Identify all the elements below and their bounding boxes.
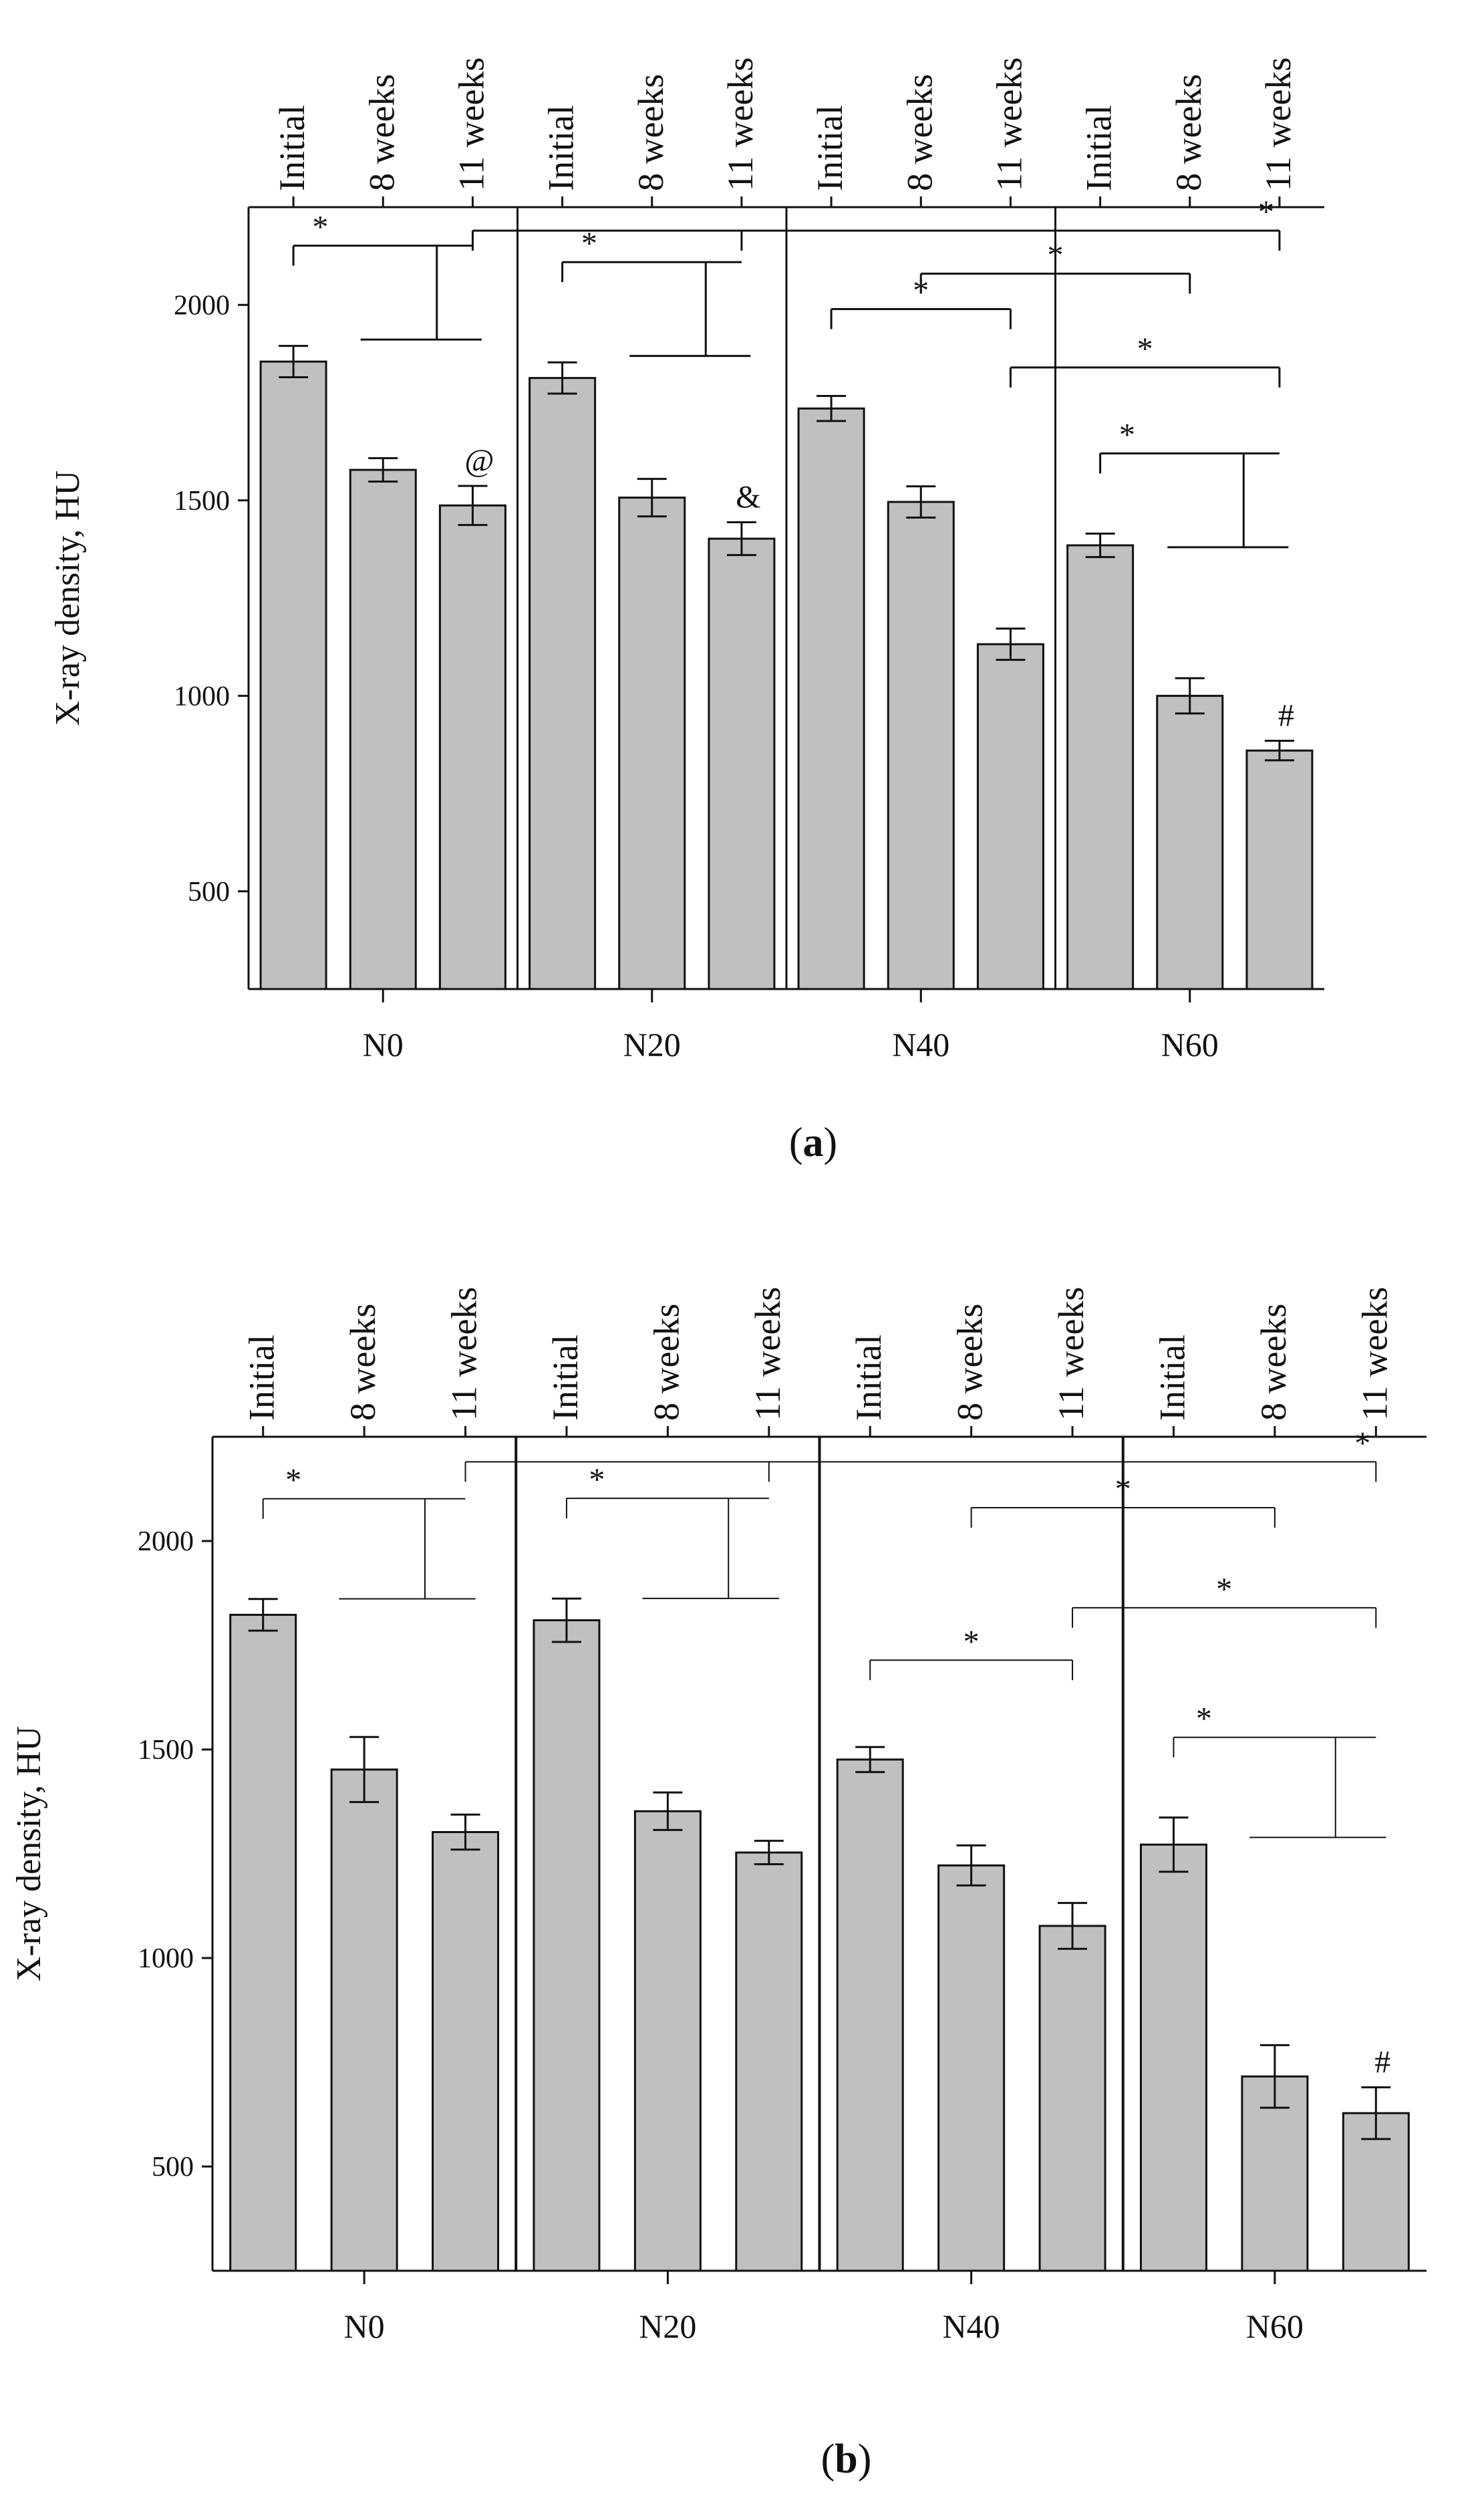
significance-star: * <box>1048 237 1064 273</box>
time-label: 8 weeks <box>646 1304 686 1421</box>
bar <box>1241 2075 1309 2272</box>
panel-label-paren: ) <box>858 2436 872 2482</box>
bar <box>229 1613 297 2272</box>
significance-star: * <box>1115 1472 1131 1507</box>
bar <box>432 1831 500 2272</box>
x-group-label-n60: N60 <box>1246 2308 1304 2345</box>
significance-star: * <box>1196 1701 1212 1737</box>
time-label: 11 weeks <box>720 57 760 191</box>
bar <box>1038 1925 1106 2272</box>
bar <box>633 1810 702 2272</box>
y-tick-label: 2000 <box>138 1526 194 1557</box>
significance-star: * <box>1216 1572 1232 1607</box>
bar <box>1139 1843 1207 2272</box>
time-label: 8 weeks <box>343 1304 383 1421</box>
x-group-label-n60: N60 <box>1161 1026 1219 1063</box>
y-tick-label: 1000 <box>174 681 230 712</box>
y-axis-label: X-ray density, HU <box>10 1726 48 1981</box>
y-tick-label: 500 <box>188 877 230 908</box>
time-label: Initial <box>1079 105 1119 191</box>
x-group-label-n0: N0 <box>363 1026 404 1063</box>
time-label: 11 weeks <box>444 1287 484 1421</box>
y-tick-label: 2000 <box>174 290 230 321</box>
time-label: 11 weeks <box>748 1287 788 1421</box>
bar <box>349 468 417 990</box>
panel-label-paren: ( <box>821 2436 835 2482</box>
significance-star: * <box>1137 331 1153 367</box>
significance-marker: @ <box>464 443 494 478</box>
time-label: Initial <box>545 1335 585 1421</box>
bar <box>797 407 865 990</box>
bar <box>259 360 327 990</box>
time-label: Initial <box>242 1335 282 1421</box>
panel-label-letter: a <box>803 1120 824 1165</box>
x-group-label-n40: N40 <box>943 2308 1000 2345</box>
bar <box>1156 694 1224 990</box>
chart-panel-b: 500 1000 1500 2000 X-ray density, HU N0 N20 N40… <box>10 1287 1427 2482</box>
time-label: 8 weeks <box>631 74 671 191</box>
chart-panel-a: 500 1000 1500 2000 X-ray density, HU N0 N20 N40… <box>49 57 1324 1165</box>
time-label: Initial <box>810 105 850 191</box>
bar <box>976 643 1044 990</box>
y-tick-label: 500 <box>152 2152 194 2183</box>
significance-star: * <box>1258 194 1274 230</box>
time-label: 11 weeks <box>451 57 491 191</box>
y-tick-label: 1500 <box>174 486 230 517</box>
bar <box>618 497 686 990</box>
significance-star: * <box>285 1463 301 1498</box>
time-label: 8 weeks <box>899 74 939 191</box>
y-axis-label: X-ray density, HU <box>49 470 87 726</box>
significance-marker: # <box>1374 2044 1390 2080</box>
bar <box>529 377 597 990</box>
time-label: 8 weeks <box>361 74 402 191</box>
x-group-label-n0: N0 <box>344 2308 385 2345</box>
time-label: Initial <box>1152 1335 1192 1421</box>
x-group-label-n20: N20 <box>623 1026 681 1063</box>
time-label: 11 weeks <box>1258 57 1298 191</box>
bar <box>836 1758 904 2272</box>
bar <box>1066 544 1135 990</box>
bar <box>735 1851 803 2272</box>
time-label: 8 weeks <box>1253 1304 1294 1421</box>
time-label: Initial <box>849 1335 889 1421</box>
panel-label: (a) <box>789 1120 837 1165</box>
significance-star: * <box>581 226 597 261</box>
time-label: 11 weeks <box>1051 1287 1091 1421</box>
bar <box>937 1864 1006 2272</box>
significance-star: * <box>1119 417 1135 452</box>
significance-star: * <box>963 1624 980 1659</box>
time-label: 11 weeks <box>989 57 1029 191</box>
bar <box>887 501 955 990</box>
significance-star: * <box>589 1462 605 1498</box>
x-group-label-n40: N40 <box>892 1026 949 1063</box>
significance-marker: & <box>736 480 760 515</box>
time-label: Initial <box>541 105 581 191</box>
y-tick-label: 1500 <box>138 1735 194 1766</box>
significance-star: * <box>1354 1425 1370 1461</box>
significance-marker: # <box>1278 698 1294 734</box>
panel-label-paren: ) <box>824 1120 838 1165</box>
time-label: 8 weeks <box>950 1304 990 1421</box>
y-tick-label: 1000 <box>138 1943 194 1974</box>
significance-star: * <box>312 210 328 245</box>
x-group-label-n20: N20 <box>639 2308 696 2345</box>
time-label: Initial <box>272 105 312 191</box>
time-label: 8 weeks <box>1169 74 1209 191</box>
panel-label-letter: b <box>835 2436 857 2482</box>
bar <box>330 1768 398 2272</box>
bar <box>708 537 776 990</box>
bar <box>438 504 506 990</box>
bar <box>1245 749 1314 990</box>
time-label: 11 weeks <box>1354 1287 1394 1421</box>
bar <box>533 1619 601 2272</box>
panel-label: (b) <box>821 2436 872 2482</box>
panel-label-paren: ( <box>789 1120 803 1165</box>
